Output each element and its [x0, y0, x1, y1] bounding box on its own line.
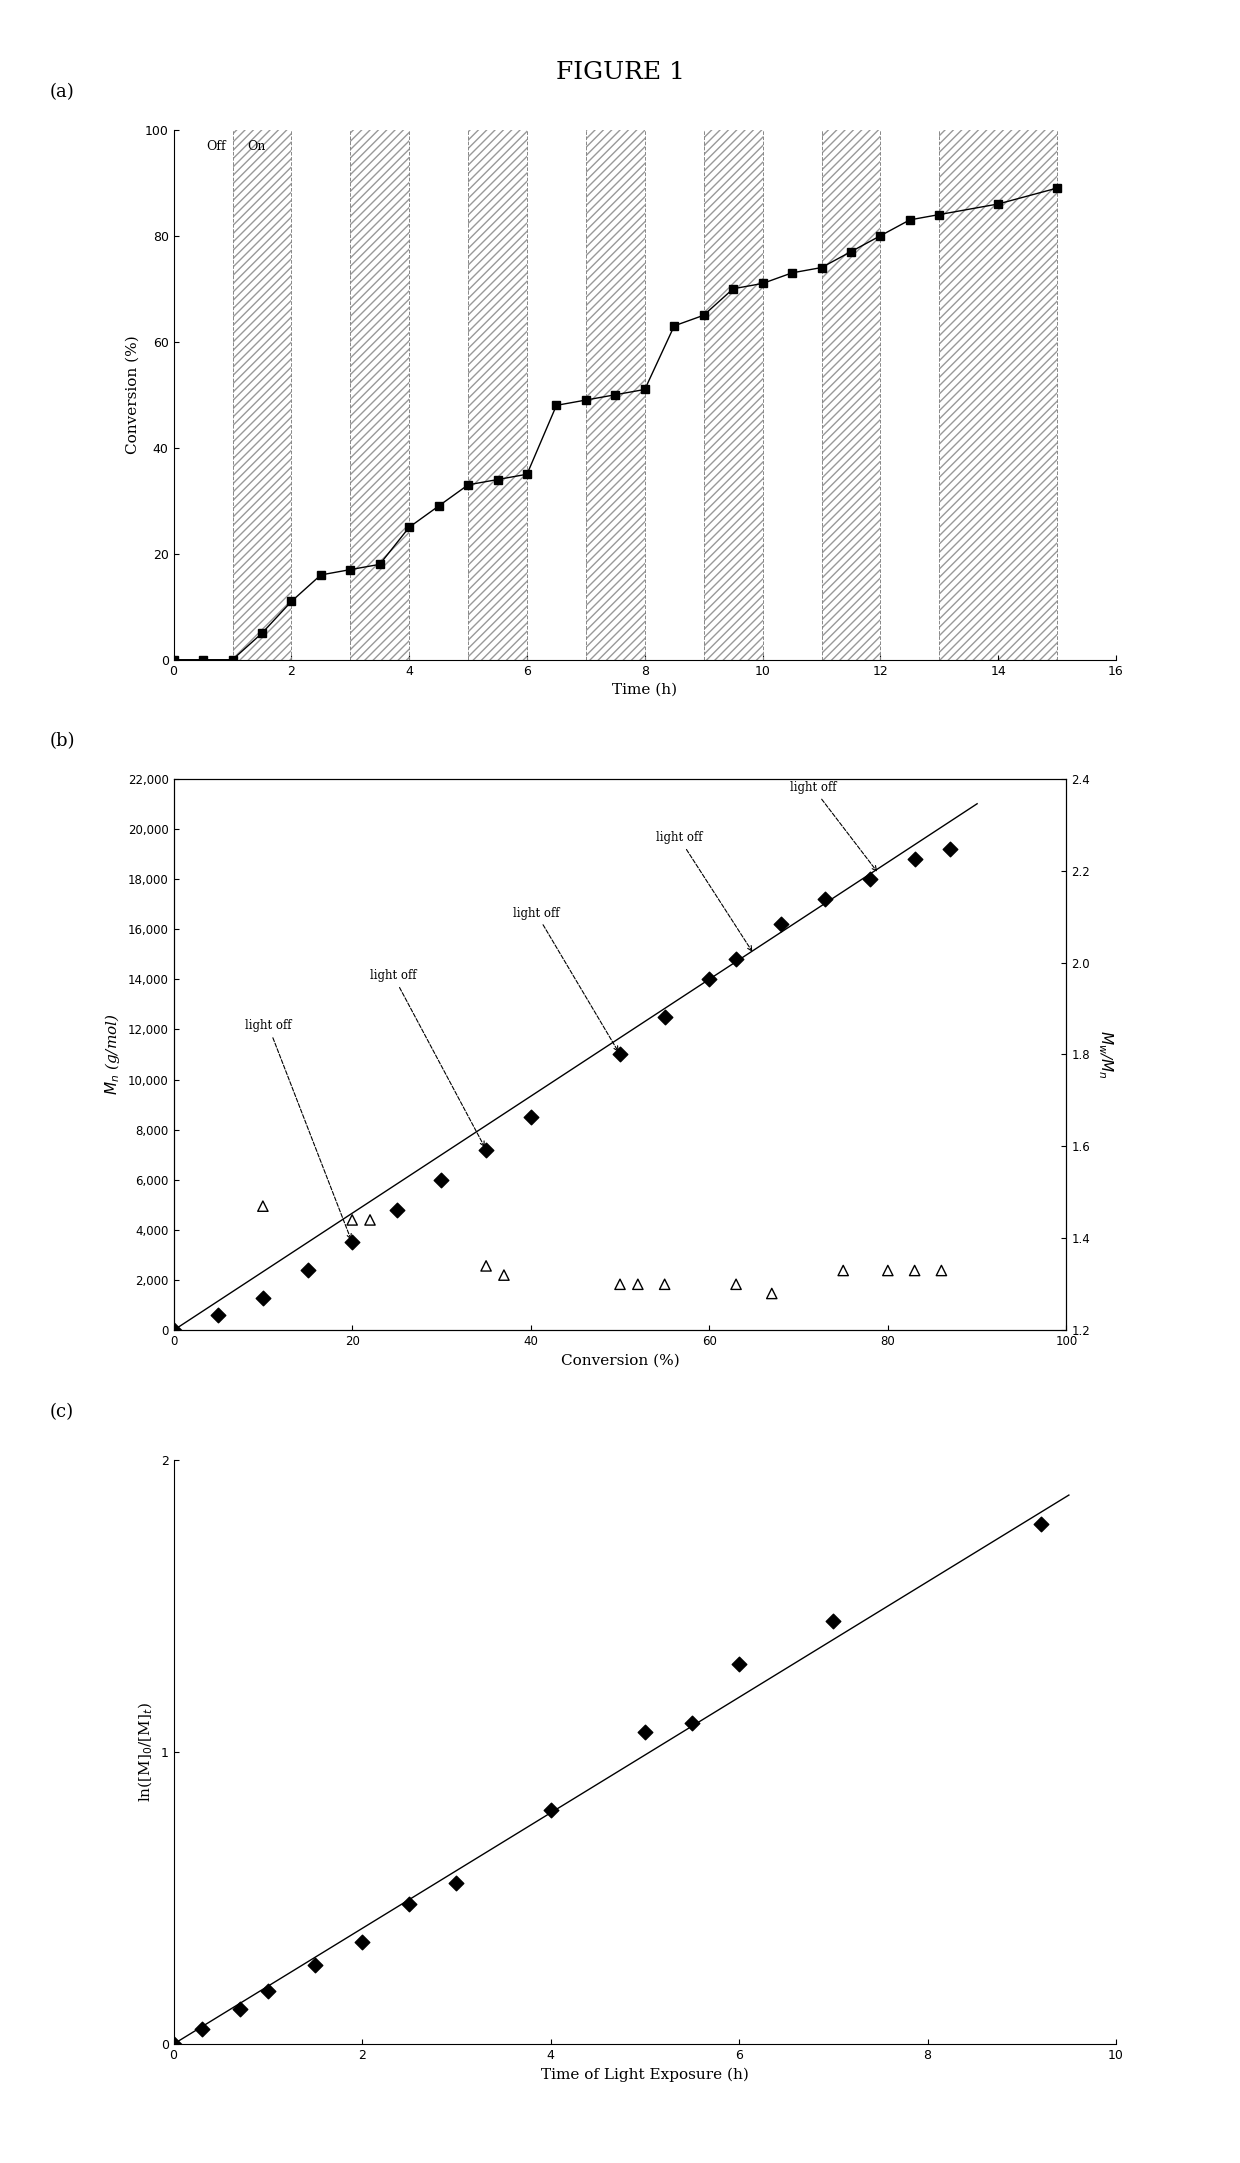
Point — [494, 1259, 513, 1293]
Bar — [587, 130, 645, 660]
Point — [655, 999, 675, 1034]
Text: Off: Off — [206, 141, 226, 154]
Point — [771, 906, 791, 941]
X-axis label: Conversion (%): Conversion (%) — [560, 1354, 680, 1367]
Bar — [233, 130, 291, 660]
Point — [727, 1268, 746, 1302]
Point — [476, 1133, 496, 1168]
Point — [682, 1704, 702, 1739]
Point — [432, 1162, 451, 1196]
Point — [253, 1190, 273, 1224]
Y-axis label: $\mathit{M_w}$/$\mathit{M_n}$: $\mathit{M_w}$/$\mathit{M_n}$ — [1096, 1030, 1115, 1079]
Point — [352, 1925, 372, 1960]
Point — [229, 1992, 249, 2027]
Bar — [821, 130, 880, 660]
Point — [192, 2012, 212, 2046]
Point — [761, 1276, 781, 1311]
Text: light off: light off — [790, 781, 877, 872]
Text: (c): (c) — [50, 1404, 73, 1421]
Text: (a): (a) — [50, 84, 74, 102]
Point — [610, 1038, 630, 1073]
Point — [298, 1252, 317, 1287]
Point — [729, 1648, 749, 1683]
Text: light off: light off — [656, 831, 751, 952]
Point — [727, 941, 746, 976]
Point — [833, 1252, 853, 1287]
Point — [931, 1252, 951, 1287]
Text: (b): (b) — [50, 733, 76, 751]
Y-axis label: $\mathit{M_n}$ (g/mol): $\mathit{M_n}$ (g/mol) — [103, 1014, 123, 1094]
Point — [610, 1268, 630, 1302]
Point — [905, 1252, 925, 1287]
Y-axis label: ln([M]$_0$/[M]$_t$): ln([M]$_0$/[M]$_t$) — [136, 1702, 155, 1802]
Point — [699, 963, 719, 997]
Point — [521, 1099, 541, 1133]
Text: light off: light off — [246, 1019, 351, 1239]
Point — [387, 1192, 407, 1226]
Text: light off: light off — [370, 969, 484, 1146]
Point — [1030, 1508, 1050, 1542]
Point — [342, 1224, 362, 1259]
Point — [905, 841, 925, 876]
Text: FIGURE 1: FIGURE 1 — [556, 61, 684, 84]
Point — [342, 1203, 362, 1237]
Point — [476, 1248, 496, 1283]
Bar — [469, 130, 527, 660]
Point — [878, 1252, 898, 1287]
Point — [446, 1867, 466, 1901]
Point — [399, 1886, 419, 1921]
Point — [305, 1949, 325, 1983]
Point — [655, 1268, 675, 1302]
Point — [823, 1603, 843, 1637]
Bar — [351, 130, 409, 660]
X-axis label: Time (h): Time (h) — [613, 684, 677, 696]
X-axis label: Time of Light Exposure (h): Time of Light Exposure (h) — [541, 2068, 749, 2081]
Bar — [704, 130, 763, 660]
Text: On: On — [247, 141, 265, 154]
Point — [253, 1280, 273, 1315]
Point — [627, 1268, 647, 1302]
Bar — [940, 130, 1056, 660]
Text: light off: light off — [513, 906, 618, 1051]
Y-axis label: Conversion (%): Conversion (%) — [125, 335, 139, 454]
Point — [861, 861, 880, 895]
Point — [635, 1715, 655, 1750]
Point — [816, 883, 836, 917]
Point — [940, 831, 960, 865]
Point — [164, 1313, 184, 1348]
Point — [258, 1975, 278, 2009]
Point — [541, 1793, 560, 1828]
Point — [164, 2027, 184, 2061]
Point — [208, 1298, 228, 1332]
Point — [360, 1203, 379, 1237]
